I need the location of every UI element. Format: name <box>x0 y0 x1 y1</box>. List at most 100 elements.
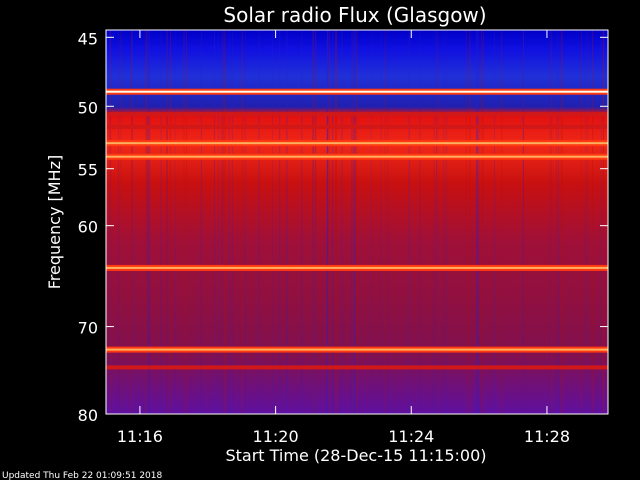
band-core-3 <box>106 142 608 145</box>
time-streak <box>174 30 176 414</box>
x-tick-label: 11:24 <box>388 427 434 446</box>
time-streak <box>327 30 328 414</box>
time-streak <box>169 30 171 414</box>
time-streak <box>437 30 439 414</box>
time-streak <box>443 30 445 414</box>
time-streak <box>465 30 467 414</box>
time-streak <box>224 30 226 414</box>
time-streak <box>301 30 303 414</box>
time-streak <box>183 30 185 414</box>
time-streak <box>603 30 605 414</box>
emission-bands <box>106 88 608 370</box>
time-streaks <box>109 30 605 414</box>
time-streak <box>328 30 330 414</box>
time-streak <box>222 30 224 414</box>
time-streak <box>436 30 437 414</box>
time-streak <box>561 30 563 414</box>
time-streak <box>557 30 559 414</box>
time-streak <box>326 30 328 414</box>
time-streak <box>149 30 151 414</box>
time-streak <box>476 30 478 414</box>
time-streak <box>218 30 220 414</box>
y-tick-label: 55 <box>78 161 98 180</box>
time-streak <box>356 30 358 414</box>
time-streak <box>279 30 281 414</box>
time-streak <box>354 30 356 414</box>
time-streak <box>332 30 334 414</box>
time-streak <box>224 30 225 414</box>
time-streak <box>231 30 233 414</box>
time-streak <box>551 30 553 414</box>
band-2 <box>106 124 608 129</box>
time-streak <box>380 30 382 414</box>
time-streak <box>118 30 120 414</box>
time-streak <box>200 30 202 414</box>
time-streak <box>523 30 524 414</box>
time-streak <box>585 30 587 414</box>
time-streak <box>522 30 524 414</box>
time-streak <box>186 30 187 414</box>
time-streak <box>131 30 133 414</box>
time-streak <box>109 30 111 414</box>
y-axis-ticks: 45 50 55 60 70 80 <box>78 29 608 425</box>
time-streak <box>494 30 495 414</box>
time-streak <box>370 30 372 414</box>
time-streak <box>335 30 336 414</box>
time-streak <box>600 30 602 414</box>
plot-frame <box>105 29 609 415</box>
time-streak <box>145 30 147 414</box>
time-streak <box>244 30 246 414</box>
time-streak <box>336 30 338 414</box>
time-streak <box>387 30 389 414</box>
time-streak <box>419 30 421 414</box>
x-tick-label: 11:16 <box>117 427 163 446</box>
time-streak <box>555 30 557 414</box>
time-streak <box>146 30 147 414</box>
time-streak <box>602 30 604 414</box>
time-streak <box>166 30 168 414</box>
time-streak <box>445 30 447 414</box>
time-streak <box>327 30 329 414</box>
time-streak <box>258 30 260 414</box>
time-streak <box>501 30 503 414</box>
time-streak <box>314 30 316 414</box>
time-streak <box>469 30 471 414</box>
time-streak <box>353 30 354 414</box>
time-streak <box>241 30 243 414</box>
time-streak <box>132 30 133 414</box>
y-tick-label: 50 <box>78 98 98 117</box>
band-1 <box>106 112 608 117</box>
updated-timestamp: Updated Thu Feb 22 01:09:51 2018 <box>2 471 163 480</box>
time-streak <box>313 30 314 414</box>
y-tick-label: 80 <box>78 406 98 425</box>
time-streak <box>354 30 355 414</box>
time-streak <box>549 30 551 414</box>
y-axis-label: Frequency [MHz] <box>45 155 64 289</box>
time-streak <box>592 30 594 414</box>
time-streak <box>482 30 484 414</box>
time-streak <box>478 30 480 414</box>
time-streak <box>147 30 149 414</box>
time-streak <box>481 30 483 414</box>
x-axis-ticks: 11:16 11:20 11:24 11:28 <box>117 30 570 446</box>
time-streak <box>110 30 112 414</box>
time-streak <box>214 30 215 414</box>
y-tick-label: 45 <box>78 29 98 48</box>
band-core-5 <box>106 266 608 269</box>
time-streak <box>341 30 343 414</box>
time-streak <box>160 30 162 414</box>
time-streak <box>352 30 354 414</box>
band-7 <box>106 365 608 370</box>
time-streak <box>522 30 524 414</box>
time-streak <box>286 30 288 414</box>
time-streak <box>147 30 149 414</box>
time-streak <box>228 30 230 414</box>
time-streak <box>120 30 122 414</box>
band-core-6 <box>106 348 608 351</box>
time-streak <box>587 30 589 414</box>
time-streak <box>312 30 314 414</box>
time-streak <box>476 30 478 414</box>
x-tick-label: 11:28 <box>524 427 570 446</box>
time-streak <box>272 30 273 414</box>
